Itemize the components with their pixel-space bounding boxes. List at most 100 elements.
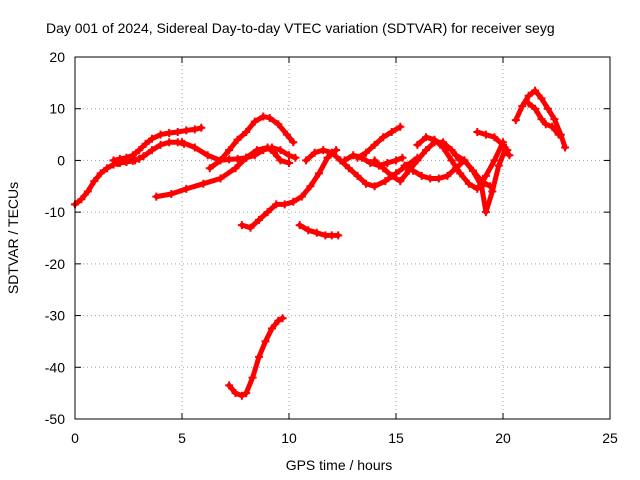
- data-point: [417, 171, 426, 180]
- data-point: [387, 128, 396, 136]
- data-point: [490, 133, 499, 142]
- data-point: [122, 158, 131, 166]
- data-point: [340, 156, 349, 165]
- data-point: [524, 91, 533, 100]
- data-point: [323, 153, 332, 162]
- data-point: [167, 190, 176, 198]
- data-point: [263, 208, 272, 217]
- data-point: [297, 192, 306, 201]
- data-point: [291, 153, 300, 162]
- data-point: [237, 221, 246, 230]
- data-point: [113, 159, 122, 167]
- data-point: [259, 112, 268, 121]
- data-point: [447, 146, 456, 155]
- series-arc-7: [237, 146, 341, 232]
- data-point: [289, 197, 298, 206]
- data-point: [319, 146, 328, 155]
- series-arc-18: [511, 86, 570, 152]
- data-point: [370, 140, 379, 149]
- data-point: [156, 130, 165, 139]
- data-point: [505, 151, 514, 160]
- x-axis-label: GPS time / hours: [286, 457, 393, 473]
- data-point: [537, 115, 546, 124]
- data-point: [469, 166, 477, 175]
- data-point: [216, 174, 225, 183]
- y-tick-label: -50: [45, 411, 65, 427]
- y-axis-label: SDTVAR / TECUs: [5, 182, 21, 294]
- data-point: [422, 133, 430, 142]
- data-point: [190, 125, 199, 134]
- x-tick-label: 10: [281, 430, 297, 446]
- data-point: [156, 140, 165, 149]
- data-point: [128, 151, 137, 160]
- data-point: [398, 153, 407, 162]
- data-point: [225, 381, 234, 390]
- data-point: [306, 182, 315, 191]
- data-point: [353, 171, 362, 180]
- data-point: [381, 177, 390, 186]
- data-point: [353, 153, 362, 162]
- data-point: [272, 200, 281, 209]
- data-point: [267, 324, 276, 333]
- data-point: [96, 169, 105, 178]
- data-point: [344, 164, 353, 173]
- data-point: [531, 86, 540, 95]
- data-point: [315, 169, 323, 178]
- x-tick-label: 20: [495, 430, 511, 446]
- data-point: [165, 138, 174, 147]
- data-point: [141, 139, 150, 148]
- axis-ticks: 0 5 10 15 20 25 -50 -40 -30 -20 -10 0 10 20: [45, 49, 618, 446]
- series-arc-16: [451, 146, 514, 217]
- series-arc-2: [109, 123, 206, 165]
- data-point: [225, 146, 234, 155]
- data-point: [276, 156, 285, 165]
- series-arc-9: [295, 221, 343, 240]
- data-point: [231, 389, 240, 398]
- data-point: [490, 156, 499, 165]
- data-point: [255, 215, 263, 224]
- data-point: [464, 179, 473, 188]
- data-point: [265, 114, 274, 122]
- data-point: [285, 151, 293, 160]
- data-point: [541, 120, 550, 129]
- data-series: [71, 86, 570, 400]
- data-point: [481, 130, 490, 139]
- data-point: [255, 352, 263, 361]
- data-point: [267, 143, 276, 152]
- data-point: [205, 164, 214, 173]
- data-point: [173, 128, 182, 136]
- data-point: [434, 174, 443, 183]
- data-point: [430, 135, 439, 144]
- data-point: [488, 187, 497, 196]
- data-point: [327, 148, 336, 157]
- data-point: [282, 130, 291, 139]
- data-point: [387, 171, 396, 180]
- data-point: [409, 166, 418, 175]
- data-point: [332, 146, 341, 155]
- data-point: [103, 164, 112, 173]
- series-arc-6: [205, 112, 298, 173]
- y-tick-label: 0: [57, 152, 65, 168]
- data-point: [370, 156, 379, 165]
- data-point: [426, 174, 435, 183]
- data-point: [531, 104, 540, 113]
- x-tick-label: 5: [178, 430, 186, 446]
- data-point: [413, 156, 422, 165]
- data-point: [242, 389, 251, 398]
- data-point: [182, 126, 191, 135]
- data-point: [203, 151, 212, 160]
- data-point: [90, 177, 99, 186]
- data-point: [246, 223, 255, 232]
- data-point: [400, 161, 409, 170]
- x-tick-label: 0: [71, 430, 79, 446]
- data-point: [197, 123, 206, 132]
- data-point: [503, 146, 512, 155]
- data-point: [460, 156, 469, 165]
- data-point: [216, 156, 225, 165]
- data-point: [518, 102, 527, 111]
- data-point: [548, 122, 557, 131]
- data-point: [248, 373, 257, 382]
- data-point: [130, 156, 139, 165]
- data-point: [225, 155, 234, 164]
